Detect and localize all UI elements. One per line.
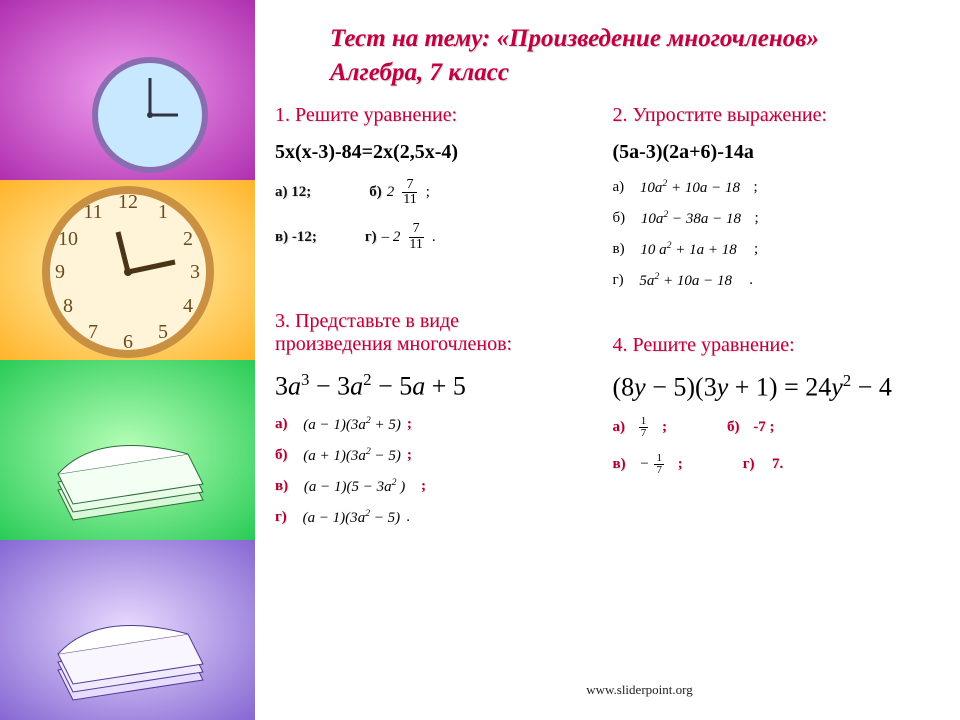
fraction-icon: 17: [639, 416, 649, 439]
q2-heading: 2. Упростите выражение:: [613, 104, 931, 127]
sidebar-panel-4: [0, 540, 255, 720]
q4-options-row-2: в) − 17 ; г) 7.: [613, 453, 931, 476]
q1-heading: 1. Решите уравнение:: [275, 104, 593, 127]
questions-row-1: 1. Решите уравнение: 5x(x-3)-84=2x(2,5x-…: [275, 104, 930, 302]
q1-opt-g: г) – 2 711 .: [365, 222, 436, 252]
sidebar-panel-2: 12 3 6 9 12 45 78 1011: [0, 180, 255, 360]
q2-opt-a: а) 10a2 + 10a − 18 ;: [613, 178, 931, 197]
q2-opt-v: в) 10 a2 + 1a + 18 ;: [613, 240, 931, 259]
q4-opt-a: а) 17 ;: [613, 416, 668, 439]
q1-expression: 5x(x-3)-84=2x(2,5x-4): [275, 141, 593, 164]
footer-url: www.sliderpoint.org: [586, 682, 693, 698]
q2-opt-b: б) 10a2 − 38a − 18 ;: [613, 209, 931, 228]
q1-opt-v: в) -12;: [275, 229, 317, 246]
title-line-1: Тест на тему: «Произведение многочленов»: [330, 25, 819, 52]
question-2: 2. Упростите выражение: (5a-3)(2a+6)-14a…: [613, 104, 931, 302]
q1-opt-a: а) 12;: [275, 184, 311, 201]
question-4: 4. Решите уравнение: (8y − 5)(3y + 1) = …: [613, 302, 931, 540]
q3-opt-v: в) (a − 1)(5 − 3a2 ) ;: [275, 477, 593, 496]
q1-options-row-1: а) 12; б) 2 711 ;: [275, 178, 593, 208]
q2-expression: (5a-3)(2a+6)-14a: [613, 141, 931, 164]
svg-text:8: 8: [63, 295, 73, 317]
fraction-icon: 17: [654, 453, 664, 476]
q3-opt-a: а) (a − 1)(3a2 + 5);: [275, 415, 593, 434]
svg-text:10: 10: [58, 228, 78, 250]
q4-options-row-1: а) 17 ; б) -7 ;: [613, 416, 931, 439]
svg-text:3: 3: [190, 261, 200, 283]
q3-options: а) (a − 1)(3a2 + 5); б) (a + 1)(3a2 − 5)…: [275, 415, 593, 527]
svg-text:1: 1: [158, 201, 168, 223]
fraction-icon: 711: [405, 222, 426, 252]
slide-title: Тест на тему: «Произведение многочленов»…: [275, 22, 930, 90]
q3-expression: 3a3 − 3a2 − 5a + 5: [275, 370, 593, 402]
svg-text:6: 6: [123, 331, 133, 353]
sidebar-panel-3: [0, 360, 255, 540]
svg-text:4: 4: [183, 295, 193, 317]
q2-opt-g: г) 5a2 + 10a − 18 .: [613, 271, 931, 290]
svg-text:9: 9: [55, 261, 65, 283]
q1-opt-b: б) 2 711 ;: [369, 178, 430, 208]
svg-text:7: 7: [88, 321, 98, 343]
q4-opt-b: б) -7 ;: [727, 419, 775, 436]
questions-row-2: 3. Представьте в виде произведения много…: [275, 302, 930, 540]
fraction-icon: 711: [399, 178, 420, 208]
q3-opt-g: г) (a − 1)(3a2 − 5).: [275, 508, 593, 527]
q1-options-row-2: в) -12; г) – 2 711 .: [275, 222, 593, 252]
svg-text:11: 11: [83, 201, 102, 223]
q3-opt-b: б) (a + 1)(3a2 − 5);: [275, 446, 593, 465]
q4-heading: 4. Решите уравнение:: [613, 334, 931, 357]
q2-options: а) 10a2 + 10a − 18 ; б) 10a2 − 38a − 18 …: [613, 178, 931, 290]
question-1: 1. Решите уравнение: 5x(x-3)-84=2x(2,5x-…: [275, 104, 593, 302]
svg-text:12: 12: [118, 191, 138, 213]
q4-opt-g: г) 7.: [743, 456, 784, 473]
svg-text:5: 5: [158, 321, 168, 343]
q3-heading: 3. Представьте в виде произведения много…: [275, 310, 593, 356]
svg-text:2: 2: [183, 228, 193, 250]
sidebar-panel-1: [0, 0, 255, 180]
sidebar-images: 12 3 6 9 12 45 78 1011: [0, 0, 255, 720]
q4-opt-v: в) − 17 ;: [613, 453, 683, 476]
content-area: Тест на тему: «Произведение многочленов»…: [255, 0, 960, 720]
title-line-2: Алгебра, 7 класс: [330, 59, 509, 86]
question-3: 3. Представьте в виде произведения много…: [275, 302, 593, 540]
slide: 12 3 6 9 12 45 78 1011: [0, 0, 960, 720]
q4-expression: (8y − 5)(3y + 1) = 24y2 − 4: [613, 371, 931, 403]
